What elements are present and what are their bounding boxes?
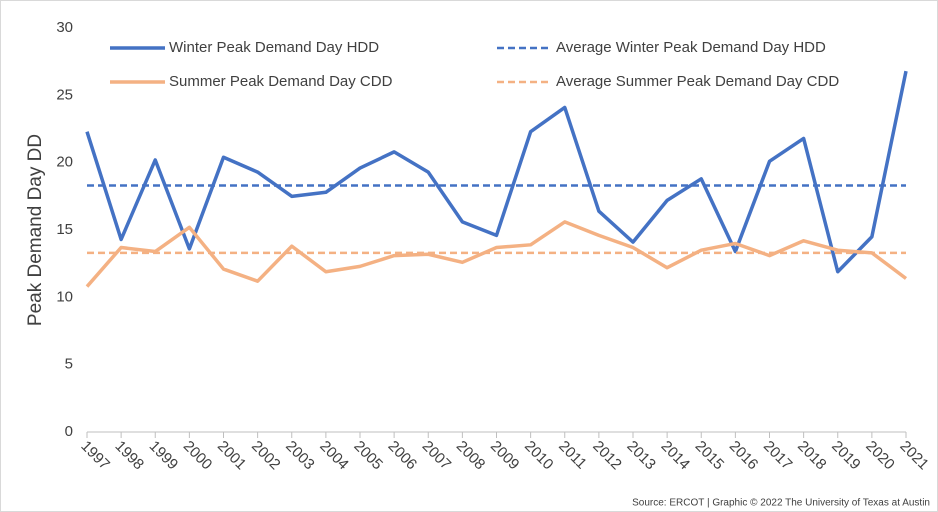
y-tick-label: 25 [56, 86, 73, 103]
source-note: Source: ERCOT | Graphic © 2022 The Unive… [632, 498, 930, 509]
y-tick-label: 15 [56, 221, 73, 238]
series-line [85, 220, 908, 288]
legend-label: Winter Peak Demand Day HDD [169, 39, 379, 56]
y-tick-label: 30 [56, 19, 73, 36]
y-tick-label: 5 [65, 356, 73, 373]
y-axis-label: Peak Demand Day DD [25, 134, 46, 326]
series-line [85, 70, 908, 274]
y-tick-label: 20 [56, 154, 73, 171]
legend-label: Summer Peak Demand Day CDD [169, 73, 393, 90]
y-tick-label: 10 [56, 288, 73, 305]
legend-label: Average Winter Peak Demand Day HDD [556, 39, 826, 56]
legend-label: Average Summer Peak Demand Day CDD [556, 73, 839, 90]
y-tick-label: 0 [65, 423, 73, 440]
